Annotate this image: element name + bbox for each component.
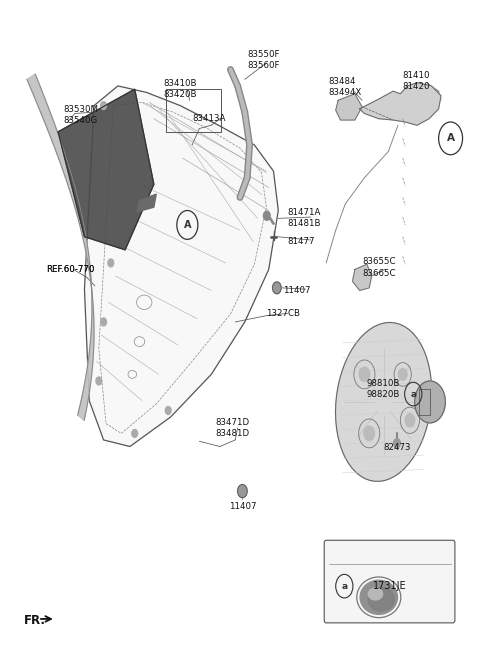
Polygon shape	[352, 264, 372, 290]
Bar	[420, 389, 430, 415]
Circle shape	[359, 367, 370, 382]
Circle shape	[415, 381, 445, 423]
Text: 1327CB: 1327CB	[266, 309, 300, 318]
Text: 83471D
83481D: 83471D 83481D	[215, 418, 249, 438]
Text: FR.: FR.	[24, 614, 46, 627]
Circle shape	[273, 282, 281, 294]
Ellipse shape	[360, 580, 397, 614]
Polygon shape	[27, 74, 94, 420]
Text: 83530M
83540G: 83530M 83540G	[63, 105, 98, 125]
Text: 83413A: 83413A	[192, 114, 226, 124]
Text: REF.60-770: REF.60-770	[46, 265, 95, 274]
Circle shape	[394, 439, 400, 448]
Circle shape	[108, 259, 114, 267]
Polygon shape	[84, 86, 278, 447]
Ellipse shape	[368, 588, 383, 600]
Text: 81471A
81481B: 81471A 81481B	[288, 208, 322, 229]
Text: 83655C
83665C: 83655C 83665C	[362, 258, 396, 277]
Text: 98810B
98820B: 98810B 98820B	[367, 379, 400, 399]
FancyBboxPatch shape	[324, 540, 455, 623]
Text: REF.60-770: REF.60-770	[46, 265, 95, 274]
Text: 83410B
83420B: 83410B 83420B	[163, 79, 197, 99]
Bar	[166, 89, 221, 132]
Text: 81410
81420: 81410 81420	[403, 71, 430, 91]
Circle shape	[238, 484, 247, 497]
Circle shape	[101, 102, 107, 110]
Circle shape	[264, 211, 270, 220]
Circle shape	[364, 426, 374, 441]
Text: 83550F
83560F: 83550F 83560F	[247, 50, 280, 70]
Polygon shape	[58, 89, 154, 250]
Polygon shape	[336, 323, 432, 482]
Text: 81477: 81477	[288, 237, 315, 246]
Polygon shape	[360, 83, 441, 125]
Text: A: A	[184, 220, 191, 230]
Polygon shape	[336, 94, 362, 120]
Text: 1731JE: 1731JE	[373, 581, 407, 591]
Polygon shape	[137, 194, 156, 212]
Text: A: A	[446, 133, 455, 143]
Circle shape	[96, 377, 102, 385]
Text: a: a	[341, 581, 348, 591]
Text: 11407: 11407	[228, 503, 256, 511]
Circle shape	[165, 407, 171, 415]
Circle shape	[132, 430, 138, 438]
Text: 11407: 11407	[283, 286, 311, 295]
Ellipse shape	[368, 587, 395, 611]
Circle shape	[101, 318, 107, 326]
Circle shape	[405, 414, 415, 427]
Text: a: a	[410, 390, 416, 399]
Text: 83484
83494X: 83484 83494X	[328, 77, 362, 97]
Circle shape	[398, 369, 407, 380]
Text: 82473: 82473	[384, 443, 411, 452]
